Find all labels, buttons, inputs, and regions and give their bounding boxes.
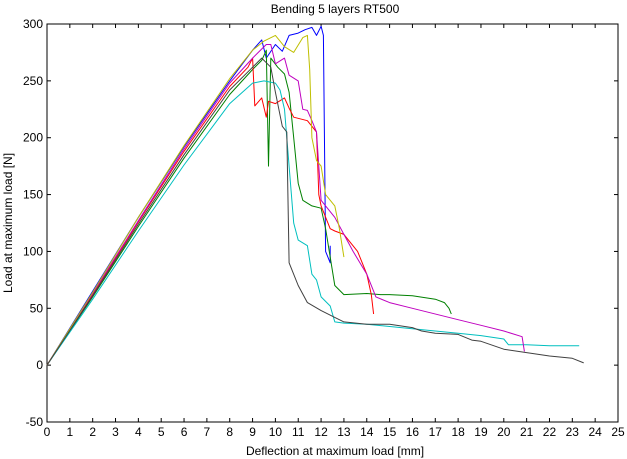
x-tick-label: 13 <box>337 425 351 439</box>
x-tick-label: 20 <box>497 425 511 439</box>
y-tick-label: 150 <box>23 188 43 202</box>
series-line-2 <box>46 49 452 366</box>
x-tick-label: 8 <box>226 425 233 439</box>
y-tick-label: 0 <box>36 358 43 372</box>
y-axis: -50 0 50 100 150 200 250 300 <box>23 17 618 429</box>
x-tick-label: 3 <box>112 425 119 439</box>
x-tick-label: 4 <box>135 425 142 439</box>
x-tick-label: 19 <box>474 425 488 439</box>
x-tick-label: 15 <box>383 425 397 439</box>
chart-title: Bending 5 layers RT500 <box>271 2 400 16</box>
x-tick-label: 14 <box>360 425 374 439</box>
x-tick-label: 24 <box>588 425 602 439</box>
x-tick-label: 23 <box>566 425 580 439</box>
y-tick-label: -50 <box>26 415 44 429</box>
x-tick-label: 16 <box>406 425 420 439</box>
y-tick-label: 300 <box>23 17 43 31</box>
x-axis-title: Deflection at maximum load [mm] <box>246 444 424 458</box>
x-tick-label: 17 <box>429 425 443 439</box>
series-line-7 <box>46 57 584 366</box>
plot-area <box>46 23 619 423</box>
series-line-4 <box>46 80 580 366</box>
x-tick-label: 12 <box>314 425 328 439</box>
x-axis: 0 1 2 3 4 5 6 7 8 9 10 11 12 13 14 15 16 17 18 19 20 21 22 23 24… <box>44 24 625 439</box>
x-tick-label: 9 <box>249 425 256 439</box>
y-tick-label: 200 <box>23 131 43 145</box>
y-axis-title: Load at maximum load [N] <box>1 153 15 293</box>
y-tick-label: 50 <box>30 301 44 315</box>
series-line-1 <box>46 25 331 366</box>
series-line-6 <box>46 34 345 366</box>
x-tick-label: 2 <box>89 425 96 439</box>
y-tick-label: 100 <box>23 244 43 258</box>
series-line-3 <box>46 57 375 366</box>
x-tick-label: 11 <box>292 425 305 439</box>
x-tick-label: 7 <box>204 425 211 439</box>
series-line-5 <box>46 44 525 366</box>
x-tick-label: 25 <box>611 425 625 439</box>
x-tick-label: 0 <box>44 425 51 439</box>
x-tick-label: 21 <box>520 425 534 439</box>
y-tick-label: 250 <box>23 74 43 88</box>
series-group <box>46 25 584 366</box>
x-tick-label: 1 <box>66 425 73 439</box>
x-tick-label: 10 <box>269 425 283 439</box>
x-tick-label: 6 <box>181 425 188 439</box>
x-tick-label: 22 <box>543 425 557 439</box>
x-tick-label: 18 <box>451 425 465 439</box>
x-tick-label: 5 <box>158 425 165 439</box>
